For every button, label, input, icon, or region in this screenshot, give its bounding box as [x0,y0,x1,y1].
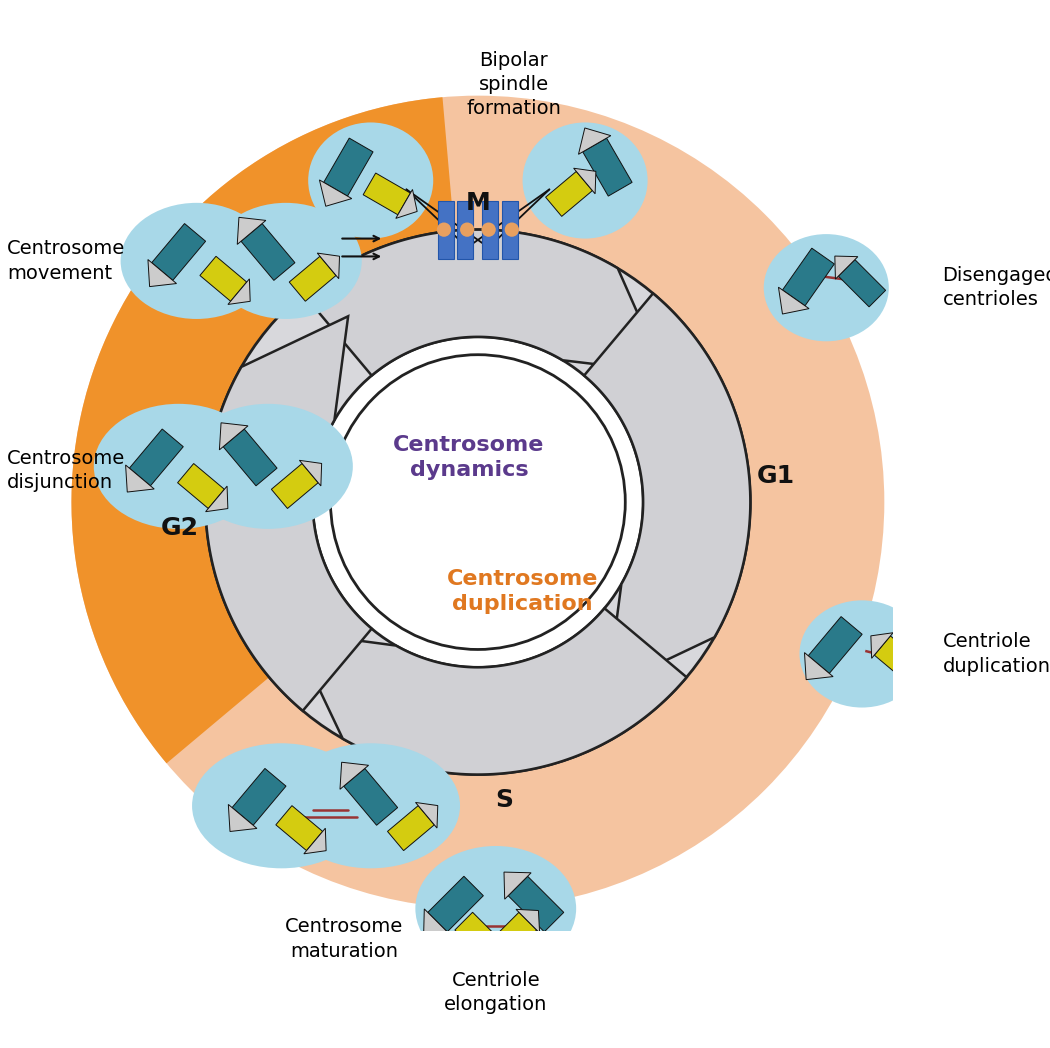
Polygon shape [778,287,810,314]
Ellipse shape [416,846,576,971]
Text: Disengaged
centrioles: Disengaged centrioles [943,266,1050,309]
Ellipse shape [799,601,925,707]
Text: Centrosome
disjunction: Centrosome disjunction [7,450,125,493]
Circle shape [482,222,496,237]
Circle shape [331,354,626,650]
Polygon shape [584,293,751,687]
Text: G2: G2 [161,517,198,540]
Ellipse shape [210,203,362,319]
Text: Centrosome
duplication: Centrosome duplication [447,569,598,614]
Polygon shape [782,248,835,306]
Polygon shape [276,806,322,851]
Ellipse shape [192,743,371,869]
Polygon shape [416,803,438,828]
Circle shape [313,336,644,668]
Polygon shape [302,230,664,375]
Polygon shape [343,768,398,825]
Polygon shape [508,876,564,932]
Polygon shape [455,912,501,958]
Polygon shape [490,912,537,958]
Polygon shape [219,422,248,450]
Text: M: M [465,191,490,215]
Polygon shape [129,429,184,486]
Polygon shape [504,872,531,899]
Polygon shape [482,200,499,259]
Circle shape [437,222,451,237]
Polygon shape [583,138,632,196]
Polygon shape [438,200,454,259]
Polygon shape [242,223,295,281]
Polygon shape [232,768,286,825]
Text: Centriole
duplication: Centriole duplication [943,632,1050,676]
Polygon shape [177,463,225,508]
Polygon shape [340,762,369,789]
Polygon shape [458,200,474,259]
Polygon shape [289,257,336,301]
Ellipse shape [183,403,353,529]
Polygon shape [292,608,687,774]
Polygon shape [200,257,247,301]
Polygon shape [804,653,833,680]
Circle shape [71,95,884,909]
Polygon shape [271,463,318,508]
Text: G1: G1 [757,464,795,488]
Polygon shape [423,909,450,936]
Text: Centriole
elongation: Centriole elongation [444,971,547,1014]
Text: Centrosome
movement: Centrosome movement [7,239,125,283]
Circle shape [505,222,519,237]
Wedge shape [71,97,478,763]
Polygon shape [206,486,228,511]
Ellipse shape [309,123,434,239]
Polygon shape [363,173,411,215]
Circle shape [460,222,475,237]
Polygon shape [151,223,206,281]
Polygon shape [323,138,373,196]
Polygon shape [228,279,250,305]
Polygon shape [237,217,266,244]
Polygon shape [228,805,257,831]
Polygon shape [516,910,540,933]
Polygon shape [126,465,154,493]
Text: S: S [495,788,513,812]
Polygon shape [835,256,858,279]
Polygon shape [838,260,885,307]
Ellipse shape [281,743,460,869]
Ellipse shape [121,203,272,319]
Polygon shape [387,806,435,851]
Polygon shape [808,616,862,674]
Polygon shape [480,938,504,961]
Polygon shape [299,460,321,486]
Ellipse shape [523,123,648,239]
Polygon shape [870,633,894,658]
Polygon shape [303,828,327,854]
Polygon shape [502,200,518,259]
Polygon shape [546,172,592,216]
Polygon shape [875,636,921,681]
Text: Bipolar
spindle
formation: Bipolar spindle formation [466,51,561,118]
Ellipse shape [763,234,888,342]
Polygon shape [148,260,176,286]
Polygon shape [319,180,352,206]
Polygon shape [396,190,417,218]
Circle shape [206,230,751,774]
Polygon shape [579,128,611,154]
Polygon shape [317,253,339,279]
Polygon shape [206,316,372,711]
Polygon shape [427,876,483,932]
Polygon shape [573,169,596,194]
Ellipse shape [93,403,264,529]
Polygon shape [224,429,277,486]
Text: Centrosome
dynamics: Centrosome dynamics [394,435,545,480]
Text: Centrosome
maturation: Centrosome maturation [285,917,403,961]
